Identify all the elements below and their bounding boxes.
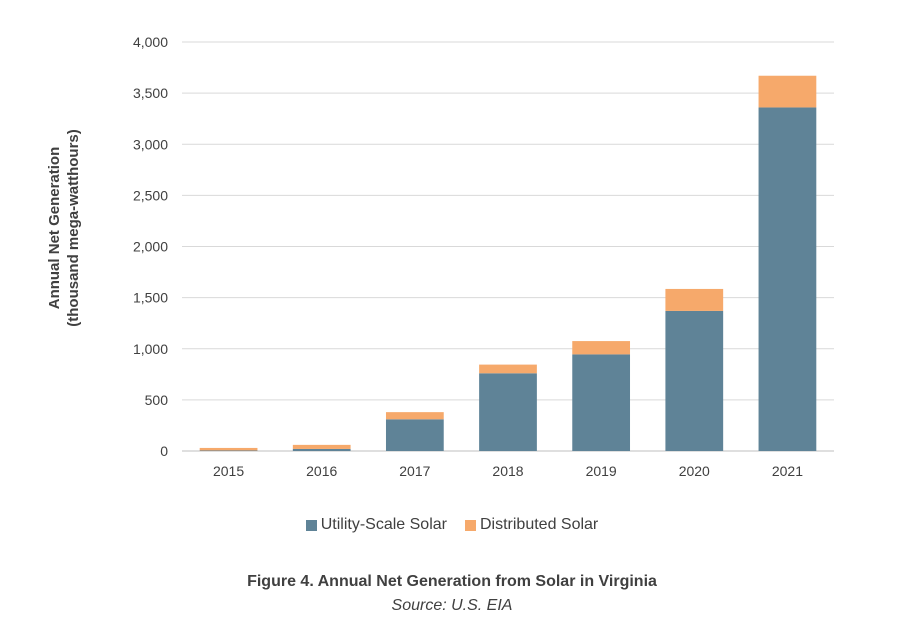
bar-utility-2018 bbox=[479, 373, 537, 451]
legend: Utility-Scale Solar Distributed Solar bbox=[0, 516, 904, 534]
bar-distributed-2017 bbox=[385, 412, 444, 420]
legend-swatch-distributed bbox=[464, 519, 476, 531]
bar-distributed-2021 bbox=[758, 75, 817, 108]
figure-caption: Figure 4. Annual Net Generation from Sol… bbox=[247, 573, 657, 590]
bar-distributed-2020 bbox=[665, 288, 724, 311]
bar-distributed-2018 bbox=[479, 364, 537, 374]
y-tick-label: 500 bbox=[145, 392, 169, 408]
gridlines bbox=[182, 41, 834, 452]
legend-label-distributed: Distributed Solar bbox=[479, 516, 599, 533]
bar-distributed-2016 bbox=[292, 444, 351, 449]
legend-swatch-utility bbox=[305, 519, 317, 531]
bar-distributed-2015 bbox=[199, 447, 258, 451]
x-tick-label: 2018 bbox=[492, 463, 523, 479]
chart: 05001,0001,5002,0002,5003,0003,5004,000 … bbox=[46, 34, 834, 479]
x-tick-label: 2016 bbox=[306, 463, 337, 479]
bar-utility-2021 bbox=[758, 107, 817, 451]
bar-utility-2016 bbox=[292, 448, 351, 451]
y-tick-label: 3,000 bbox=[133, 136, 168, 152]
legend-item-utility: Utility-Scale Solar bbox=[305, 516, 447, 534]
x-tick-label: 2015 bbox=[213, 463, 244, 479]
bar-utility-2017 bbox=[385, 419, 444, 451]
legend-item-distributed: Distributed Solar bbox=[464, 516, 599, 534]
bars bbox=[199, 75, 817, 451]
x-tick-label: 2020 bbox=[679, 463, 710, 479]
y-tick-label: 3,500 bbox=[133, 85, 168, 101]
y-tick-label: 1,500 bbox=[133, 290, 168, 306]
legend-label-utility: Utility-Scale Solar bbox=[320, 516, 447, 533]
bar-distributed-2019 bbox=[572, 341, 631, 355]
bar-utility-2019 bbox=[572, 354, 631, 451]
figure-source: Source: U.S. EIA bbox=[391, 597, 513, 614]
x-tick-label: 2017 bbox=[399, 463, 430, 479]
y-axis-label-line2: (thousand mega-watthours) bbox=[65, 129, 82, 327]
y-tick-label: 4,000 bbox=[133, 34, 168, 50]
y-tick-label: 1,000 bbox=[133, 341, 168, 357]
bar-utility-2015 bbox=[199, 450, 258, 451]
bar-utility-2020 bbox=[665, 310, 724, 451]
x-tick-labels: 2015 2016 2017 2018 2019 2020 2021 bbox=[213, 463, 803, 479]
y-tick-label: 2,000 bbox=[133, 239, 168, 255]
x-tick-label: 2019 bbox=[586, 463, 617, 479]
y-tick-label: 2,500 bbox=[133, 187, 168, 203]
x-tick-label: 2021 bbox=[772, 463, 803, 479]
y-axis-label-line1: Annual Net Generation bbox=[46, 147, 63, 310]
y-tick-labels: 0 500 1,000 1,500 2,000 2,500 3,000 3,500 4,000 bbox=[133, 34, 168, 459]
y-tick-label: 0 bbox=[160, 443, 168, 459]
